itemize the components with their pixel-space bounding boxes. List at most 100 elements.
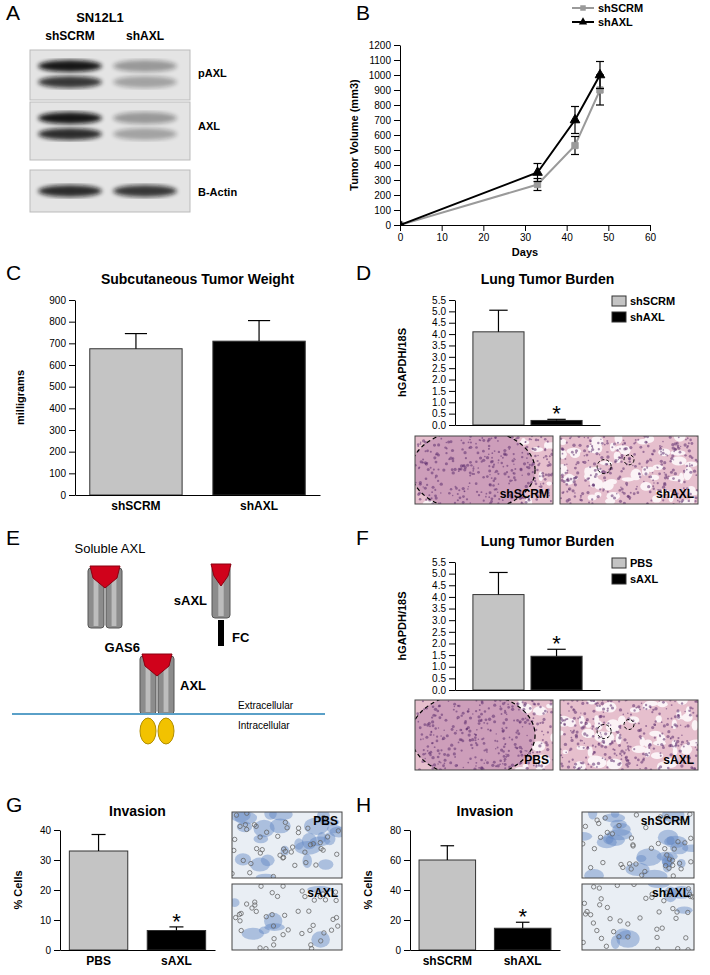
nucleus — [481, 702, 484, 705]
pore — [336, 829, 340, 833]
nucleus — [666, 708, 667, 709]
nucleus — [514, 479, 516, 481]
nucleus — [591, 445, 593, 447]
tick-label: 800 — [374, 100, 391, 111]
tick-mark — [69, 408, 75, 409]
legend-swatch — [612, 312, 626, 322]
nucleus — [520, 468, 523, 471]
pore — [281, 847, 285, 851]
nucleus — [489, 474, 490, 475]
nucleus — [490, 500, 493, 503]
nucleus — [641, 466, 643, 468]
nucleus — [573, 454, 575, 456]
axis-title: Tumor Volume (mm3) — [348, 79, 360, 191]
nucleus — [517, 732, 520, 735]
tick-label: 3.5 — [432, 340, 446, 351]
nucleus — [613, 496, 616, 499]
axis-title: hGAPDH/18S — [396, 591, 408, 660]
nucleus — [623, 714, 625, 716]
nucleus — [600, 439, 602, 441]
pore — [237, 912, 241, 916]
nucleus — [618, 489, 621, 492]
tick: 4.0 — [432, 329, 455, 340]
tick-label: 400 — [49, 403, 66, 414]
nucleus — [483, 742, 486, 745]
nucleus — [574, 495, 576, 497]
nucleus — [480, 759, 483, 762]
nucleus — [472, 713, 473, 714]
nucleus — [588, 451, 590, 453]
nucleus — [617, 763, 620, 766]
nucleus — [424, 441, 427, 444]
alveolus — [574, 761, 586, 770]
nucleus — [580, 497, 582, 499]
nucleus — [680, 446, 681, 447]
nucleus — [503, 755, 506, 758]
nucleus — [616, 731, 619, 734]
bar — [473, 332, 524, 425]
nucleus — [509, 479, 512, 482]
tick: 1.0 — [432, 397, 455, 408]
nucleus — [462, 712, 465, 715]
nucleus — [489, 483, 492, 486]
nucleus — [645, 704, 647, 706]
tick-label: 40 — [390, 885, 402, 896]
nucleus — [496, 740, 498, 742]
pore — [232, 848, 236, 852]
tick: 5.5 — [432, 295, 455, 306]
tick-mark — [404, 950, 410, 951]
nucleus — [604, 444, 606, 446]
nucleus — [619, 448, 621, 450]
nucleus — [645, 725, 647, 727]
pore — [233, 837, 237, 841]
nucleus — [539, 706, 542, 709]
nucleus — [500, 748, 503, 751]
nucleus — [533, 712, 536, 715]
pore — [241, 858, 245, 862]
nucleus — [526, 457, 528, 459]
nucleus — [529, 739, 532, 742]
alveolus — [564, 474, 575, 485]
nucleus — [453, 709, 455, 711]
nucleus — [667, 730, 670, 733]
nucleus — [542, 712, 544, 714]
alveolus — [594, 731, 609, 742]
nucleus — [596, 766, 598, 768]
tick: 500 — [49, 381, 75, 392]
tick-label: 600 — [49, 360, 66, 371]
nucleus — [436, 740, 439, 743]
nucleus — [574, 483, 576, 485]
tick: 300 — [49, 425, 75, 436]
tick-mark — [394, 210, 400, 211]
invading-cell — [302, 854, 312, 868]
alveolus — [595, 720, 603, 730]
nucleus — [593, 751, 596, 754]
tick-mark — [449, 357, 455, 358]
nucleus — [689, 471, 692, 474]
tick: 600 — [49, 360, 75, 371]
tick-label: 0 — [398, 232, 404, 243]
nucleus — [529, 707, 532, 710]
nucleus — [506, 754, 509, 757]
alveolus — [640, 482, 652, 491]
nucleus — [498, 459, 500, 461]
nucleus — [422, 753, 425, 756]
nucleus — [512, 472, 514, 474]
nucleus — [644, 472, 647, 475]
nucleus — [519, 762, 522, 765]
nucleus — [541, 721, 544, 724]
nucleus — [434, 489, 436, 491]
nucleus — [468, 708, 470, 710]
nucleus — [459, 729, 462, 732]
nucleus — [461, 729, 463, 731]
nucleus — [424, 487, 427, 490]
tick: 3.5 — [432, 340, 455, 351]
plot-marks — [69, 835, 205, 951]
nucleus — [536, 460, 538, 462]
alveolus — [657, 701, 668, 707]
nucleus — [672, 477, 675, 480]
nucleus — [646, 461, 648, 463]
nucleus — [684, 443, 687, 446]
nucleus — [449, 761, 452, 764]
pore — [290, 845, 294, 849]
